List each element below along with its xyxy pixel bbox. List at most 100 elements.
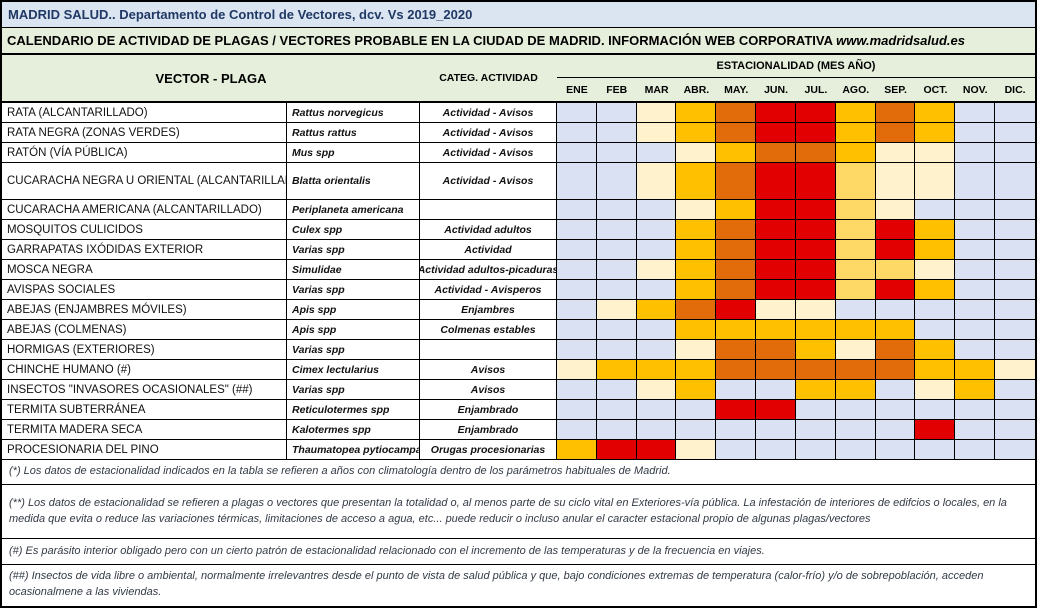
species-name: Rattus norvegicus (287, 103, 420, 122)
month-cell (995, 400, 1035, 419)
month-cell (795, 440, 836, 459)
month-cell (557, 420, 597, 439)
month-cell (995, 143, 1035, 162)
month-cell (756, 300, 796, 319)
month-cell (756, 143, 796, 162)
month-cell (557, 320, 597, 339)
month-cell (875, 420, 916, 439)
species-name: Rattus rattus (287, 123, 420, 142)
table-row: INSECTOS "INVASORES OCASIONALES" (##) Var… (2, 380, 1035, 400)
month-cell (955, 440, 996, 459)
table-row: CHINCHE HUMANO (#) Cimex lectularius Aviso… (2, 360, 1035, 380)
table-row: PROCESIONARIA DEL PINO Thaumatopea pytioc… (2, 440, 1035, 460)
activity-category: Actividad - Avisperos (420, 280, 557, 299)
species-name: Blatta orientalis (287, 163, 420, 199)
month-cell (676, 220, 717, 239)
vector-name: ABEJAS (COLMENAS) (2, 320, 287, 339)
table-row: MOSQUITOS CULICIDOS Culex spp Actividad ad… (2, 220, 1035, 240)
footnote: (*) Los datos de estacionalidad indicado… (2, 460, 1035, 485)
month-header-row: ENE FEB MAR ABR. MAY. JUN. JUL. AGO. SEP. OCT. NOV… (557, 78, 1035, 101)
month-cell (995, 320, 1035, 339)
month-cell (557, 200, 597, 219)
month-cell (676, 320, 717, 339)
month-cell (955, 360, 996, 379)
month-cell (795, 220, 836, 239)
month-cell (676, 300, 717, 319)
activity-category: Actividad adultos (420, 220, 557, 239)
month-cell (716, 400, 757, 419)
month-cell (995, 420, 1035, 439)
month-cell (756, 240, 796, 259)
month-cell (596, 380, 637, 399)
vector-name: RATÓN (VÍA PÚBLICA) (2, 143, 287, 162)
month-cell (676, 240, 717, 259)
month-cell (795, 420, 836, 439)
activity-category: Actividad - Avisos (420, 163, 557, 199)
month-cell (557, 440, 597, 459)
month-cell (676, 440, 717, 459)
activity-category: Actividad - Avisos (420, 103, 557, 122)
month-cell (596, 400, 637, 419)
month-cell (636, 420, 677, 439)
species-name: Culex spp (287, 220, 420, 239)
month-cell (955, 240, 996, 259)
month-cell (835, 300, 876, 319)
month-cell (557, 163, 597, 199)
vector-name: INSECTOS "INVASORES OCASIONALES" (##) (2, 380, 287, 399)
month-cell (795, 200, 836, 219)
month-cell (756, 360, 796, 379)
table-row: RATA NEGRA (ZONAS VERDES) Rattus rattus Ac… (2, 123, 1035, 143)
month-cell (915, 220, 956, 239)
month-cell (756, 340, 796, 359)
website-url: www.madridsalud.es (836, 33, 965, 48)
species-name: Reticulotermes spp (287, 400, 420, 419)
month-cell (636, 360, 677, 379)
vector-name: MOSQUITOS CULICIDOS (2, 220, 287, 239)
month-cell (716, 163, 757, 199)
month-cell (716, 420, 757, 439)
activity-category: Actividad (420, 240, 557, 259)
table-row: MOSCA NEGRA Simulidae Actividad adultos-pi… (2, 260, 1035, 280)
month-cell (995, 103, 1035, 122)
month-cell (716, 123, 757, 142)
month-cell (995, 340, 1035, 359)
month-cell (955, 400, 996, 419)
month-cell (636, 280, 677, 299)
month-cell (557, 300, 597, 319)
month-cell (995, 240, 1035, 259)
month-cell (716, 320, 757, 339)
month-cell (596, 420, 637, 439)
month-cell (596, 260, 637, 279)
month-header: NOV. (962, 83, 988, 96)
month-cell (915, 320, 956, 339)
month-header: MAY. (724, 83, 749, 96)
month-cell (995, 200, 1035, 219)
column-header-vector-plaga: VECTOR - PLAGA (155, 70, 267, 86)
activity-category (420, 340, 557, 359)
table-row: ABEJAS (ENJAMBRES MÓVILES) Apis spp Enjamb… (2, 300, 1035, 320)
vector-name: RATA (ALCANTARILLADO) (2, 103, 287, 122)
month-cell (915, 103, 956, 122)
vector-name: MOSCA NEGRA (2, 260, 287, 279)
month-cell (995, 220, 1035, 239)
month-cell (835, 440, 876, 459)
month-cell (955, 103, 996, 122)
month-header: MAR (644, 83, 669, 96)
month-cell (955, 380, 996, 399)
month-cell (955, 340, 996, 359)
month-cell (716, 360, 757, 379)
month-cell (557, 340, 597, 359)
vector-name: PROCESIONARIA DEL PINO (2, 440, 287, 459)
month-cell (716, 143, 757, 162)
month-cell (835, 420, 876, 439)
month-cell (955, 123, 996, 142)
month-cell (716, 240, 757, 259)
month-cell (955, 260, 996, 279)
species-name: Simulidae (287, 260, 420, 279)
month-cell (756, 163, 796, 199)
month-cell (756, 123, 796, 142)
month-cell (756, 200, 796, 219)
species-name: Varias spp (287, 240, 420, 259)
month-cell (955, 163, 996, 199)
month-cell (557, 143, 597, 162)
